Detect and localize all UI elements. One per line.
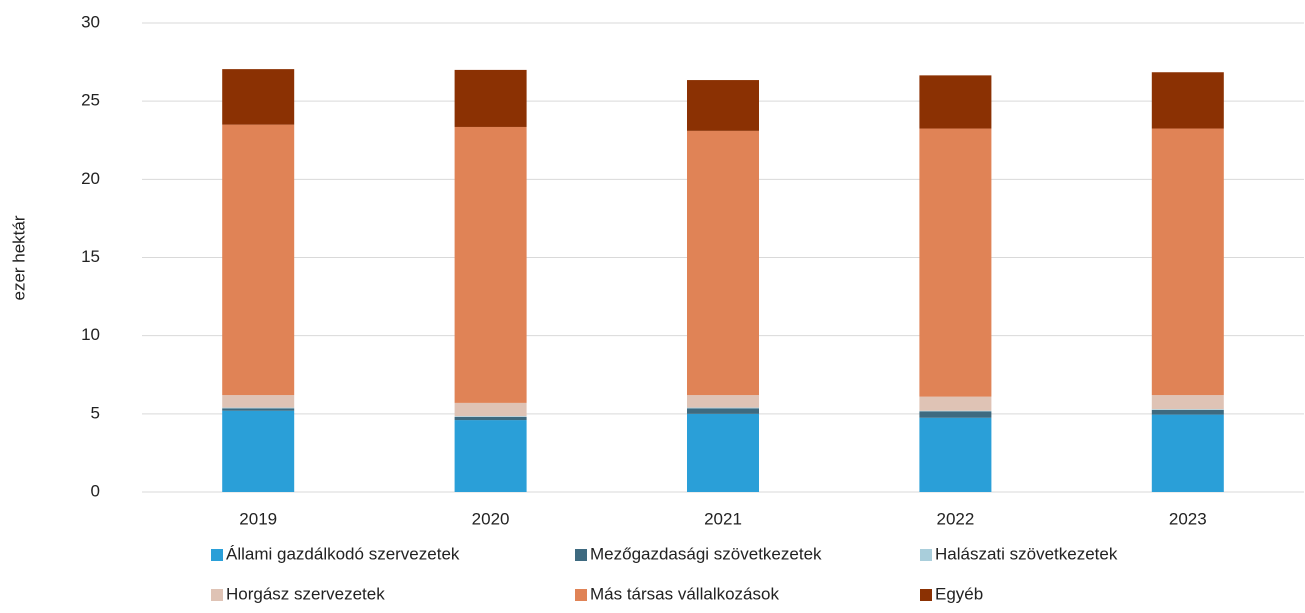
bar-segment [687,407,759,409]
bar-segment [1151,409,1224,415]
bar-segment [1151,414,1224,492]
bar-segment [454,402,527,417]
bar-segment [222,407,295,409]
bar-segment [454,420,527,492]
bar-segment [222,69,295,125]
x-tick-label: 2023 [1169,509,1207,528]
bar-segment [222,395,295,408]
x-tick-label: 2021 [704,509,742,528]
legend-swatch [575,589,587,601]
x-tick-label: 2022 [936,509,974,528]
legend-swatch [211,549,223,561]
bar-segment [687,395,759,408]
bar-segment [687,80,759,131]
bar-segment [919,410,992,412]
y-tick-label: 10 [81,325,100,344]
y-tick-label: 0 [91,481,100,500]
legend-swatch [920,549,932,561]
bar-segment [222,124,295,396]
bar-segment [1151,395,1224,410]
bar-segment [222,410,295,492]
legend-label: Horgász szervezetek [226,584,385,603]
legend-label: Halászati szövetkezetek [935,544,1118,563]
y-tick-label: 25 [81,91,100,110]
bar-segment [919,75,992,129]
bar-segment [919,396,992,411]
legend-label: Mezőgazdasági szövetkezetek [590,544,822,563]
legend-swatch [211,589,223,601]
x-tick-label: 2020 [472,509,510,528]
y-tick-label: 30 [81,12,100,31]
bar-segment [1151,128,1224,396]
legend-label: Állami gazdálkodó szervezetek [226,544,460,563]
legend-swatch [920,589,932,601]
bar-segment [1151,72,1224,129]
y-tick-label: 20 [81,169,100,188]
bar-segment [454,416,527,417]
bar-segment [1151,409,1224,410]
bar-segment [919,417,992,492]
y-axis-label: ezer hektár [9,215,28,300]
bar-segment [687,408,759,414]
legend-swatch [575,549,587,561]
legend-label: Más társas vállalkozások [590,584,779,603]
bar-segment [919,128,992,397]
legend-label: Egyéb [935,584,983,603]
bar-segment [919,411,992,418]
bar-segment [454,126,527,403]
bar-segment [687,130,759,396]
bar-segment [222,408,295,411]
bar-segment [454,416,527,421]
y-tick-label: 15 [81,247,100,266]
y-tick-label: 5 [91,403,100,422]
x-tick-label: 2019 [239,509,277,528]
bar-segment [454,69,527,127]
bar-segment [687,413,759,492]
